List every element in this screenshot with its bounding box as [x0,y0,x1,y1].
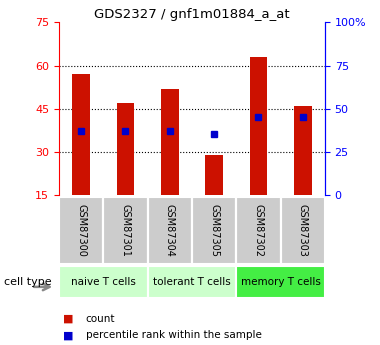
Bar [205,155,223,195]
Text: cell type: cell type [4,277,51,287]
Text: ■: ■ [63,314,73,324]
Bar [147,266,236,298]
Bar [147,197,192,264]
Bar [161,89,179,195]
Text: GSM87301: GSM87301 [120,204,130,257]
Text: GSM87305: GSM87305 [209,204,219,257]
Bar [72,74,90,195]
Bar [236,197,280,264]
Bar [117,103,134,195]
Text: tolerant T cells: tolerant T cells [153,277,231,287]
Bar [192,197,236,264]
Bar [59,197,103,264]
Title: GDS2327 / gnf1m01884_a_at: GDS2327 / gnf1m01884_a_at [94,8,290,21]
Text: GSM87302: GSM87302 [253,204,263,257]
Bar [59,266,147,298]
Bar [236,266,325,298]
Bar [103,197,147,264]
Text: ■: ■ [63,331,73,340]
Text: memory T cells: memory T cells [241,277,320,287]
Bar [294,106,312,195]
Text: percentile rank within the sample: percentile rank within the sample [86,331,261,340]
Text: GSM87303: GSM87303 [298,204,308,257]
Text: GSM87300: GSM87300 [76,204,86,257]
Bar [280,197,325,264]
Text: GSM87304: GSM87304 [165,204,175,257]
Text: naive T cells: naive T cells [71,277,136,287]
Text: count: count [86,314,115,324]
Bar [250,57,267,195]
